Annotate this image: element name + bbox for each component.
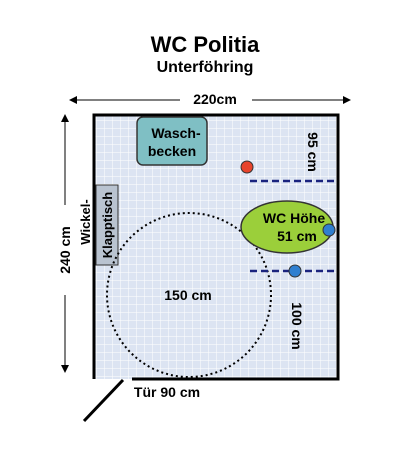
door-label: Tür 90 cm xyxy=(134,384,200,400)
emergency-button xyxy=(240,160,254,174)
page-subtitle: Unterföhring xyxy=(157,59,254,76)
wc-toilet xyxy=(240,200,334,254)
sink-label-line1: Wasch- xyxy=(151,125,201,141)
height-dimension-label: 240 cm xyxy=(57,226,73,273)
wc-label-line1: WC Höhe xyxy=(263,210,325,226)
top-clearance-label: 95 cm xyxy=(305,132,321,172)
sink-label-line2: becken xyxy=(148,143,196,159)
page-title: WC Politia xyxy=(151,32,261,57)
turning-circle xyxy=(106,212,272,378)
bottom-clearance-label: 100 cm xyxy=(289,302,305,349)
turning-circle-label: 150 cm xyxy=(164,287,211,303)
changing-table-label-line1: Wickel- xyxy=(78,199,93,244)
wc-label-line2: 51 cm xyxy=(277,228,317,244)
changing-table xyxy=(95,184,119,266)
flush-button xyxy=(322,223,336,237)
changing-table-label-line2: Klapptisch xyxy=(100,192,115,259)
sink xyxy=(136,116,208,166)
width-dimension-label: 220cm xyxy=(193,91,237,107)
door-leaf xyxy=(82,378,125,423)
grab-bar-button xyxy=(288,264,302,278)
room-walls xyxy=(92,113,340,381)
